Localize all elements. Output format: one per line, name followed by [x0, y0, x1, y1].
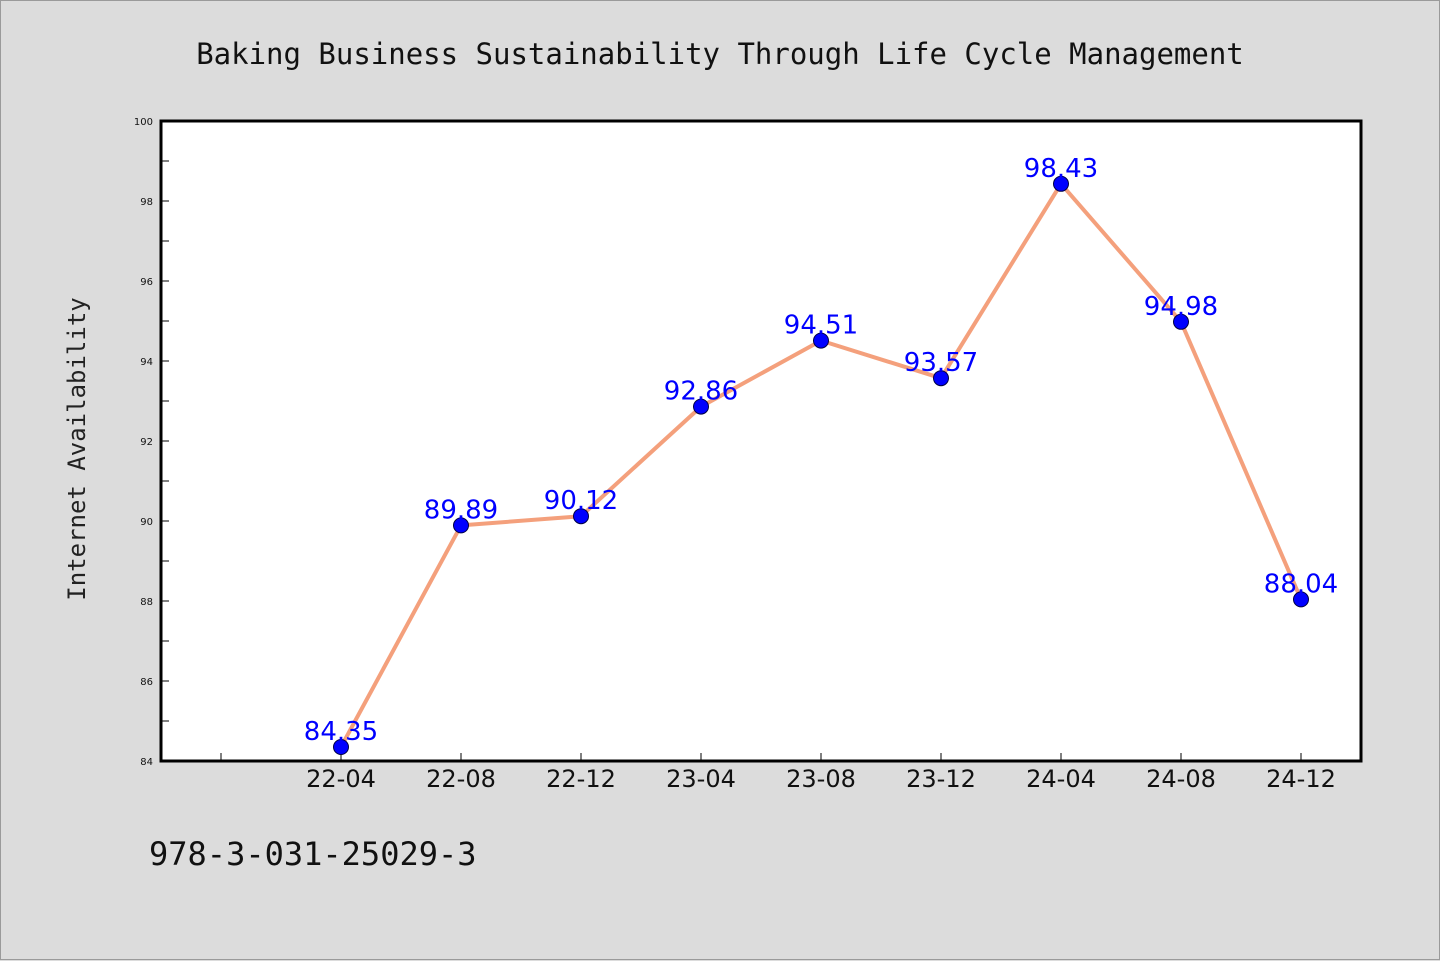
data-point	[453, 517, 469, 534]
x-tick-label: 23-04	[666, 765, 736, 793]
data-point	[813, 332, 829, 349]
y-tick-label: 100	[134, 117, 153, 128]
y-tick-label: 84	[140, 757, 153, 768]
data-label: 90.12	[544, 486, 618, 516]
y-tick-label: 96	[140, 277, 153, 288]
data-series	[333, 175, 1309, 755]
y-tick-label: 94	[140, 357, 153, 368]
x-tick-label: 24-08	[1146, 765, 1216, 793]
y-tick-label: 88	[140, 597, 153, 608]
x-tick-label: 24-12	[1266, 765, 1336, 793]
data-label: 88.04	[1264, 569, 1338, 599]
data-point	[333, 739, 349, 755]
y-axis-ticks: 84 86 88 90 92 94 96 98 100	[134, 117, 169, 768]
data-label: 89.89	[424, 495, 498, 525]
data-point	[693, 398, 709, 415]
data-label: 94.51	[784, 311, 858, 341]
isbn-footer: 978-3-031-25029-3	[149, 835, 477, 873]
data-label: 98.43	[1024, 154, 1098, 184]
x-tick-label: 24-04	[1026, 765, 1096, 793]
x-tick-label: 23-08	[786, 765, 856, 793]
x-tick-label: 22-08	[426, 765, 496, 793]
chart-title: Baking Business Sustainability Through L…	[196, 37, 1244, 71]
x-tick-label: 23-12	[906, 765, 976, 793]
data-point	[1173, 313, 1189, 330]
y-tick-label: 90	[140, 517, 153, 528]
y-tick-label: 86	[140, 677, 153, 688]
y-tick-label: 92	[140, 437, 153, 448]
data-point	[933, 370, 949, 387]
x-tick-label: 22-04	[306, 765, 376, 793]
data-point	[1053, 175, 1069, 192]
data-label: 94.98	[1144, 292, 1218, 322]
data-label: 93.57	[904, 348, 978, 378]
data-label: 92.86	[664, 377, 738, 407]
data-label: 84.35	[304, 717, 378, 747]
data-labels: 84.35 89.89 90.12 92.86 94.51 93.57 98.43 94.98…	[304, 154, 1338, 747]
data-point	[1293, 591, 1309, 608]
x-axis-ticks: 22-04 22-08 22-12 23-04 23-08 23-12 24-04 24-08…	[220, 753, 1336, 793]
y-axis-label: Internet Availability	[63, 297, 91, 600]
plot-area	[159, 119, 1363, 763]
y-tick-label: 98	[140, 197, 153, 208]
data-point	[573, 508, 589, 525]
x-tick-label: 22-12	[546, 765, 616, 793]
